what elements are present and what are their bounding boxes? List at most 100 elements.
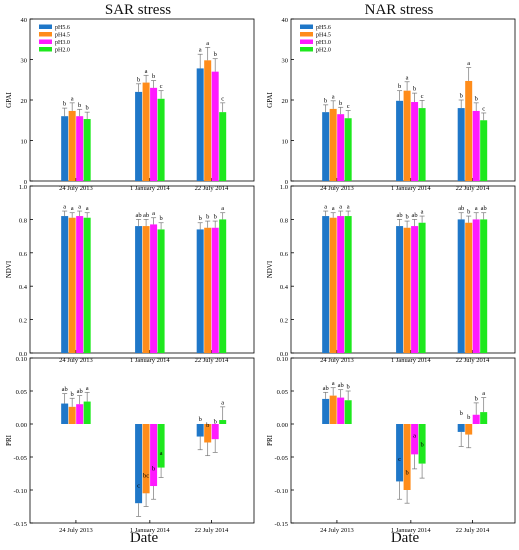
bar bbox=[472, 414, 480, 424]
bar bbox=[135, 226, 143, 353]
significance-letter: b bbox=[159, 215, 162, 222]
significance-letter: ab bbox=[77, 388, 83, 395]
bar bbox=[344, 400, 352, 424]
significance-letter: ab bbox=[397, 212, 403, 219]
y-tick-label: 10 bbox=[282, 139, 289, 146]
y-axis-label: PRI bbox=[5, 434, 13, 446]
y-tick-label: 20 bbox=[282, 98, 289, 105]
bar bbox=[219, 420, 227, 424]
significance-letter: a bbox=[206, 40, 209, 47]
y-tick-label: 0.0 bbox=[19, 351, 27, 358]
bar bbox=[211, 227, 219, 353]
bar bbox=[337, 114, 345, 181]
significance-letter: c bbox=[160, 83, 163, 90]
legend-label: pH3.0 bbox=[316, 40, 331, 46]
bar bbox=[76, 216, 84, 353]
bar bbox=[83, 217, 91, 353]
y-tick-label: -0.15 bbox=[13, 521, 27, 528]
bar bbox=[322, 112, 330, 181]
bar bbox=[196, 229, 204, 353]
y-tick-label: 0.4 bbox=[280, 284, 289, 291]
y-tick-label: 40 bbox=[282, 17, 289, 24]
bar bbox=[83, 119, 91, 181]
y-axis-label: GPAI bbox=[266, 91, 274, 107]
y-tick-label: 0.10 bbox=[16, 356, 27, 363]
significance-letter: a bbox=[145, 68, 148, 75]
y-tick-label: 0.2 bbox=[280, 318, 288, 325]
bar bbox=[329, 395, 337, 424]
significance-letter: c bbox=[347, 103, 350, 110]
bar bbox=[411, 424, 419, 455]
significance-letter: a bbox=[86, 385, 89, 392]
y-tick-label: 30 bbox=[282, 58, 289, 65]
x-tick-label: 22 July 2014 bbox=[195, 357, 229, 364]
significance-letter: a bbox=[332, 93, 335, 100]
y-tick-label: -0.10 bbox=[13, 488, 27, 495]
significance-letter: b bbox=[86, 105, 89, 112]
bar bbox=[76, 116, 84, 181]
bar bbox=[150, 424, 158, 487]
x-tick-label: 24 July 2013 bbox=[59, 357, 93, 364]
bar bbox=[135, 424, 143, 504]
x-tick-label: 1 January 2014 bbox=[130, 527, 170, 534]
y-axis-label: GPAI bbox=[5, 91, 13, 107]
bar bbox=[61, 216, 69, 353]
y-tick-label: 0.6 bbox=[280, 251, 289, 258]
significance-letter: b bbox=[405, 214, 408, 221]
legend-swatch bbox=[39, 32, 52, 37]
significance-letter: b bbox=[199, 215, 202, 222]
bar bbox=[61, 403, 69, 424]
bar bbox=[457, 108, 465, 181]
bar bbox=[83, 401, 91, 424]
bar bbox=[472, 219, 480, 353]
significance-letter: b bbox=[475, 95, 478, 102]
y-tick-label: 20 bbox=[21, 98, 28, 105]
significance-letter: a bbox=[221, 205, 224, 212]
significance-letter: ab bbox=[62, 386, 68, 393]
x-tick-label: 1 January 2014 bbox=[391, 527, 431, 534]
y-axis-label: NDVI bbox=[266, 260, 274, 278]
y-tick-label: -0.15 bbox=[274, 521, 288, 528]
legend-swatch bbox=[300, 47, 313, 52]
significance-letter: bc bbox=[143, 473, 149, 480]
bar bbox=[204, 227, 212, 353]
bar bbox=[465, 222, 473, 353]
legend-label: pH2.0 bbox=[55, 48, 70, 54]
y-tick-label: -0.10 bbox=[274, 488, 288, 495]
significance-letter: a bbox=[332, 205, 335, 212]
bar bbox=[480, 412, 488, 424]
significance-letter: a bbox=[467, 60, 470, 67]
right-column-title: NAR stress bbox=[364, 2, 434, 18]
bar bbox=[157, 98, 165, 181]
significance-letter: a bbox=[475, 205, 478, 212]
significance-letter: b bbox=[206, 422, 209, 429]
bar bbox=[196, 68, 204, 181]
legend-label: pH4.5 bbox=[316, 33, 331, 39]
bar bbox=[403, 227, 411, 353]
bar bbox=[211, 424, 219, 440]
panel-sar-pri: -0.15 -0.10 -0.05 0.00 0.05 0.10 PRI 24 July 20… bbox=[5, 356, 255, 534]
y-tick-label: 1.0 bbox=[19, 184, 27, 191]
legend-label: pH5.6 bbox=[55, 25, 70, 31]
x-tick-label: 1 January 2014 bbox=[391, 185, 431, 192]
significance-letter: b bbox=[413, 86, 416, 93]
x-tick-label: 24 July 2013 bbox=[320, 357, 354, 364]
bar bbox=[142, 82, 150, 181]
y-tick-label: 0.8 bbox=[280, 217, 288, 224]
legend-label: pH5.6 bbox=[316, 25, 331, 31]
significance-letter: b bbox=[420, 442, 423, 449]
significance-letter: a bbox=[71, 95, 74, 102]
bar bbox=[322, 398, 330, 424]
significance-letter: c bbox=[421, 93, 424, 100]
significance-letter: b bbox=[137, 76, 140, 83]
y-tick-label: 0.05 bbox=[277, 389, 288, 396]
significance-letter: b bbox=[214, 51, 217, 58]
bar bbox=[344, 118, 352, 181]
significance-letter: b bbox=[71, 391, 74, 398]
significance-letter: b bbox=[214, 214, 217, 221]
y-tick-label: 1.0 bbox=[280, 184, 288, 191]
